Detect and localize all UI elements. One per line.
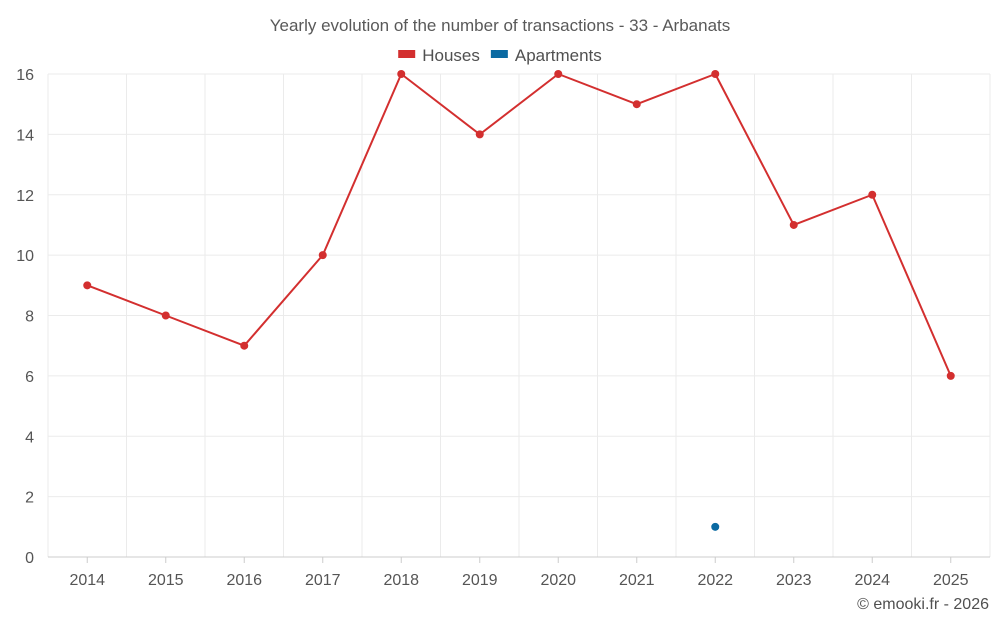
legend-label: Houses <box>422 46 480 65</box>
x-tick-label: 2019 <box>462 572 498 589</box>
data-point-houses-2015[interactable] <box>161 311 170 320</box>
y-tick-label: 10 <box>16 248 34 265</box>
chart-title: Yearly evolution of the number of transa… <box>270 16 731 35</box>
y-tick-label: 4 <box>25 429 34 446</box>
data-point-houses-2016[interactable] <box>240 341 249 350</box>
houses-legend-swatch <box>398 50 416 58</box>
y-tick-label: 2 <box>25 490 34 507</box>
y-tick-label: 6 <box>25 369 34 386</box>
y-tick-label: 8 <box>25 309 34 326</box>
data-point-houses-2020[interactable] <box>554 70 563 78</box>
y-tick-label: 12 <box>16 188 34 205</box>
x-tick-label: 2025 <box>933 572 969 589</box>
x-tick-label: 2020 <box>540 572 576 589</box>
data-point-houses-2022[interactable] <box>711 70 720 78</box>
legend-label: Apartments <box>515 46 602 65</box>
data-point-houses-2025[interactable] <box>946 371 955 380</box>
x-tick-label: 2017 <box>305 572 341 589</box>
y-tick-label: 14 <box>16 127 34 144</box>
y-tick-label: 16 <box>16 67 34 84</box>
data-point-houses-2019[interactable] <box>475 130 484 139</box>
data-point-houses-2021[interactable] <box>632 100 641 109</box>
credit-text: © emooki.fr - 2026 <box>857 596 989 613</box>
y-tick-label: 0 <box>25 550 34 567</box>
data-point-houses-2018[interactable] <box>397 70 406 78</box>
data-point-houses-2017[interactable] <box>318 251 327 260</box>
legend: Houses Apartments <box>398 46 602 65</box>
x-tick-label: 2014 <box>69 572 105 589</box>
x-tick-label: 2021 <box>619 572 655 589</box>
x-tick-label: 2018 <box>383 572 419 589</box>
data-point-houses-2014[interactable] <box>83 281 92 290</box>
series-line-houses <box>86 73 952 377</box>
data-point-houses-2024[interactable] <box>868 190 877 199</box>
axes: 0 2 4 6 8 10 12 14 16 2014 2015 2016 2017 2018 2019 202… <box>16 67 990 589</box>
x-tick-label: 2015 <box>148 572 184 589</box>
apartments-legend-swatch <box>490 50 508 58</box>
series-layer <box>83 70 955 531</box>
legend-item-houses[interactable]: Houses <box>398 46 480 65</box>
x-tick-label: 2023 <box>776 572 812 589</box>
data-point-apartments-2022[interactable] <box>711 522 720 531</box>
legend-item-apartments[interactable]: Apartments <box>490 46 602 65</box>
x-tick-label: 2022 <box>697 572 733 589</box>
x-tick-label: 2016 <box>226 572 262 589</box>
data-point-houses-2023[interactable] <box>789 220 798 229</box>
grid-lines <box>47 73 991 557</box>
x-tick-label: 2024 <box>854 572 890 589</box>
